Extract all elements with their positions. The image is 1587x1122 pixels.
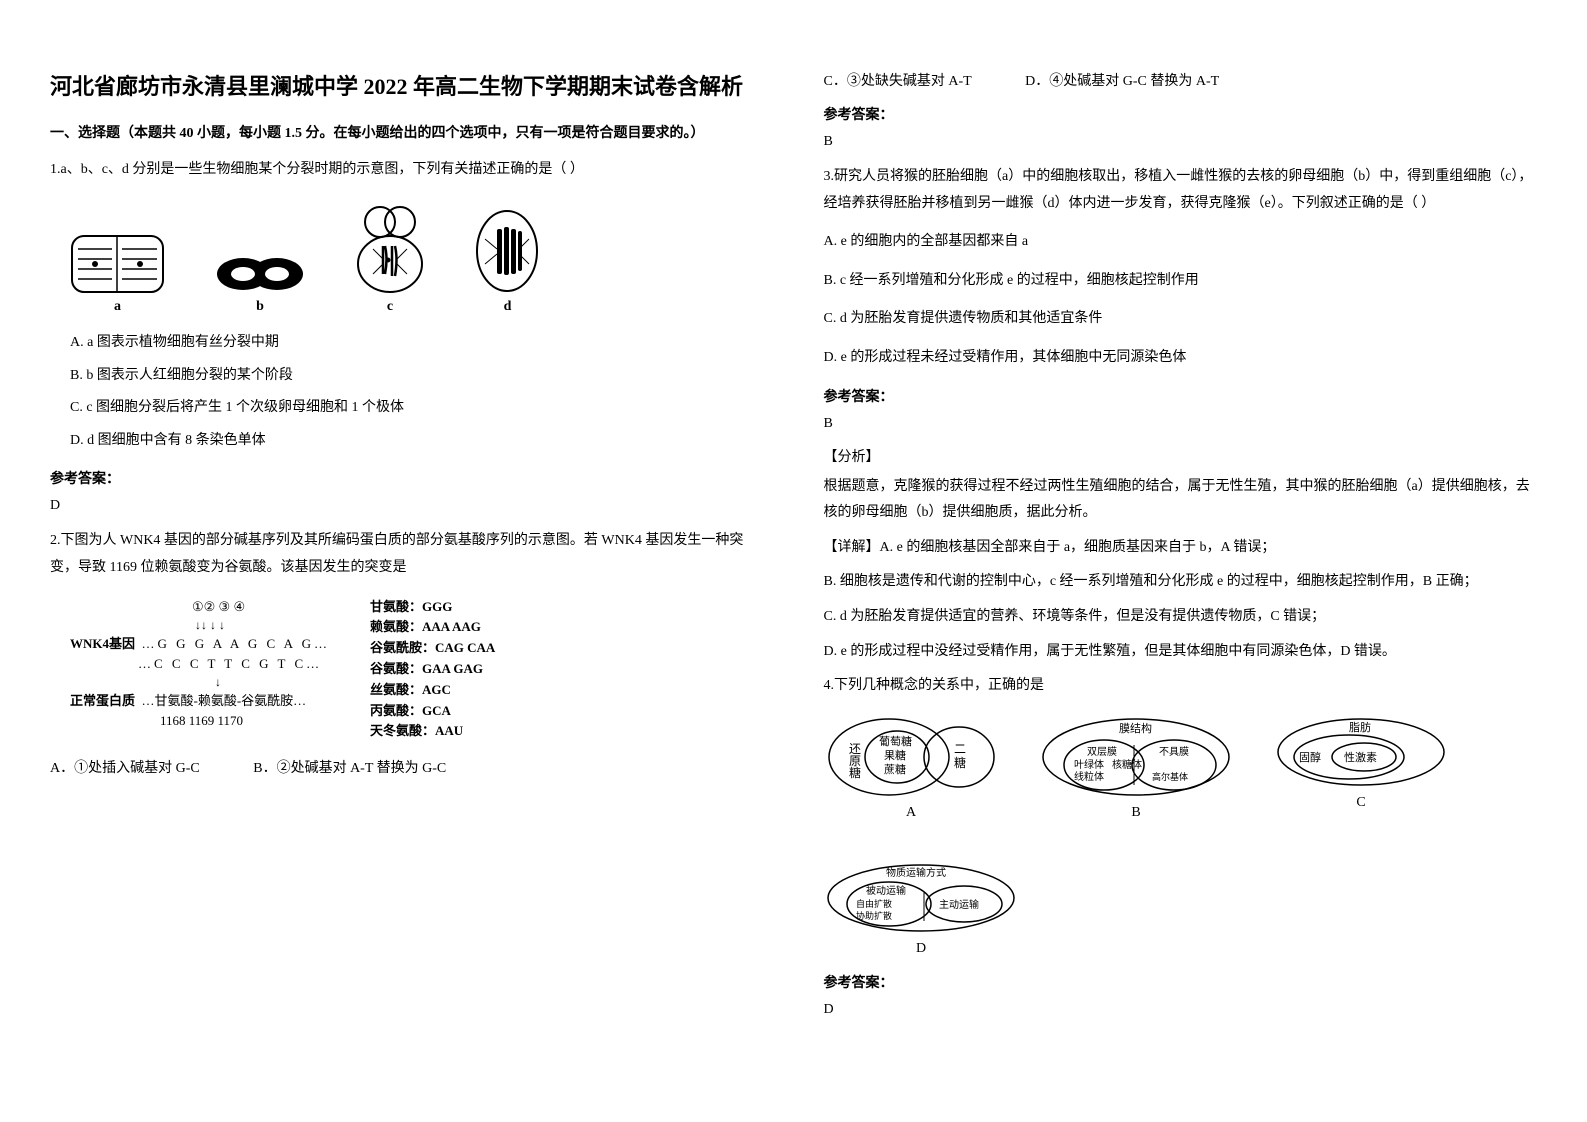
gene-codons: 甘氨酸：GGG 赖氨酸：AAA AAG 谷氨酰胺：CAG CAA 谷氨酸：GAA…: [370, 597, 495, 743]
svg-text:主动运输: 主动运输: [939, 898, 979, 911]
q3-detailB: B. 细胞核是遗传和代谢的控制中心，c 经一系列增殖和分化形成 e 的过程中，细…: [824, 569, 1538, 596]
svg-text:高尔基体: 高尔基体: [1152, 771, 1188, 782]
q4-answer: D: [824, 1002, 1538, 1018]
q2-options-row1: A．①处插入碱基对 G-C B．②处碱基对 A-T 替换为 G-C: [50, 757, 764, 777]
svg-text:物质运输方式: 物质运输方式: [886, 866, 946, 879]
q1-answer: D: [50, 498, 764, 514]
svg-text:性激素: 性激素: [1344, 750, 1377, 764]
cell-b: b: [215, 254, 305, 315]
svg-text:固醇: 固醇: [1299, 750, 1321, 764]
q3-detailD: D. e 的形成过程中没经过受精作用，属于无性繁殖，但是其体细胞中有同源染色体，…: [824, 639, 1538, 666]
svg-text:蔗糖: 蔗糖: [884, 762, 906, 776]
cell-b-label: b: [256, 299, 264, 315]
q1-optD: D. d 图细胞中含有 8 条染色单体: [70, 428, 764, 455]
q1-answer-label: 参考答案：: [50, 468, 764, 488]
q3-optD: D. e 的形成过程未经过受精作用，其体细胞中无同源染色体: [824, 345, 1538, 372]
q2-answer: B: [824, 134, 1538, 150]
q4-answer-label: 参考答案：: [824, 972, 1538, 992]
q4-venn-diagram: 还 原 糖 葡萄糖 果糖 蔗糖 二 糖 A 膜结构 双层膜 叶绿体 线粒体 不具…: [824, 715, 1538, 957]
q1-optA: A. a 图表示植物细胞有丝分裂中期: [70, 330, 764, 357]
q1-text: 1.a、b、c、d 分别是一些生物细胞某个分裂时期的示意图，下列有关描述正确的是…: [50, 157, 764, 184]
cell-c: c: [355, 204, 425, 315]
right-column: C．③处缺失碱基对 A-T D．④处碱基对 G-C 替换为 A-T 参考答案： …: [794, 0, 1587, 1122]
venn-D: 物质运输方式 被动运输 自由扩散 协助扩散 主动运输 D: [824, 861, 1019, 957]
gene-left: ①② ③ ④ ↓↓ ↓ ↓ WNK4基因 …G G G A A G C A G……: [70, 597, 330, 743]
svg-text:双层膜: 双层膜: [1087, 746, 1117, 758]
left-column: 河北省廊坊市永清县里澜城中学 2022 年高二生物下学期期末试卷含解析 一、选择…: [0, 0, 794, 1122]
q1-optB: B. b 图表示人红细胞分裂的某个阶段: [70, 363, 764, 390]
venn-B: 膜结构 双层膜 叶绿体 线粒体 不具膜 核糖体 高尔基体 B: [1039, 715, 1234, 821]
q3-analysis-label: 【分析】: [824, 446, 1538, 466]
cell-a: a: [70, 234, 165, 315]
q2-text: 2.下图为人 WNK4 基因的部分碱基序列及其所编码蛋白质的部分氨基酸序列的示意…: [50, 528, 764, 581]
venn-A: 还 原 糖 葡萄糖 果糖 蔗糖 二 糖 A: [824, 715, 999, 821]
q2-gene-diagram: ①② ③ ④ ↓↓ ↓ ↓ WNK4基因 …G G G A A G C A G……: [70, 597, 764, 743]
q3-answer: B: [824, 416, 1538, 432]
q1-cell-diagram: a b c: [70, 204, 764, 315]
svg-text:核糖体: 核糖体: [1112, 758, 1142, 771]
venn-C: 脂肪 固醇 性激素 C: [1274, 715, 1449, 821]
q1-optC: C. c 图细胞分裂后将产生 1 个次级卵母细胞和 1 个极体: [70, 395, 764, 422]
q3-optC: C. d 为胚胎发育提供遗传物质和其他适宜条件: [824, 306, 1538, 333]
q4-text: 4.下列几种概念的关系中，正确的是: [824, 673, 1538, 700]
q3-optB: B. c 经一系列增殖和分化形成 e 的过程中，细胞核起控制作用: [824, 268, 1538, 295]
svg-text:葡萄糖: 葡萄糖: [879, 734, 912, 748]
q2-answer-label: 参考答案：: [824, 104, 1538, 124]
q3-answer-label: 参考答案：: [824, 386, 1538, 406]
q3-detail: 【详解】A. e 的细胞核基因全部来自于 a，细胞质基因来自于 b，A 错误；: [824, 535, 1538, 562]
q3-optA: A. e 的细胞内的全部基因都来自 a: [824, 229, 1538, 256]
svg-text:被动运输: 被动运输: [866, 884, 906, 897]
svg-text:糖: 糖: [849, 765, 861, 780]
svg-text:不具膜: 不具膜: [1159, 746, 1189, 758]
svg-text:膜结构: 膜结构: [1119, 721, 1152, 735]
svg-text:脂肪: 脂肪: [1349, 720, 1371, 734]
cell-d-label: d: [504, 299, 512, 315]
q3-analysis1: 根据题意，克隆猴的获得过程不经过两性生殖细胞的结合，属于无性生殖，其中猴的胚胎细…: [824, 474, 1538, 527]
q3-detailC: C. d 为胚胎发育提供适宜的营养、环境等条件，但是没有提供遗传物质，C 错误；: [824, 604, 1538, 631]
q2-options-row2: C．③处缺失碱基对 A-T D．④处碱基对 G-C 替换为 A-T: [824, 70, 1538, 90]
svg-text:果糖: 果糖: [884, 748, 906, 762]
svg-text:叶绿体: 叶绿体: [1074, 758, 1104, 771]
cell-c-label: c: [387, 299, 393, 315]
svg-text:协助扩散: 协助扩散: [856, 910, 892, 921]
svg-text:糖: 糖: [954, 755, 966, 770]
svg-text:二: 二: [954, 742, 966, 756]
cell-a-label: a: [114, 299, 121, 315]
q3-text: 3.研究人员将猴的胚胎细胞（a）中的细胞核取出，移植入一雌性猴的去核的卵母细胞（…: [824, 164, 1538, 217]
cell-d: d: [475, 209, 540, 315]
svg-text:线粒体: 线粒体: [1074, 770, 1104, 783]
svg-text:自由扩散: 自由扩散: [856, 898, 892, 909]
section-header: 一、选择题（本题共 40 小题，每小题 1.5 分。在每小题给出的四个选项中，只…: [50, 123, 764, 145]
document-title: 河北省廊坊市永清县里澜城中学 2022 年高二生物下学期期末试卷含解析: [50, 70, 764, 103]
